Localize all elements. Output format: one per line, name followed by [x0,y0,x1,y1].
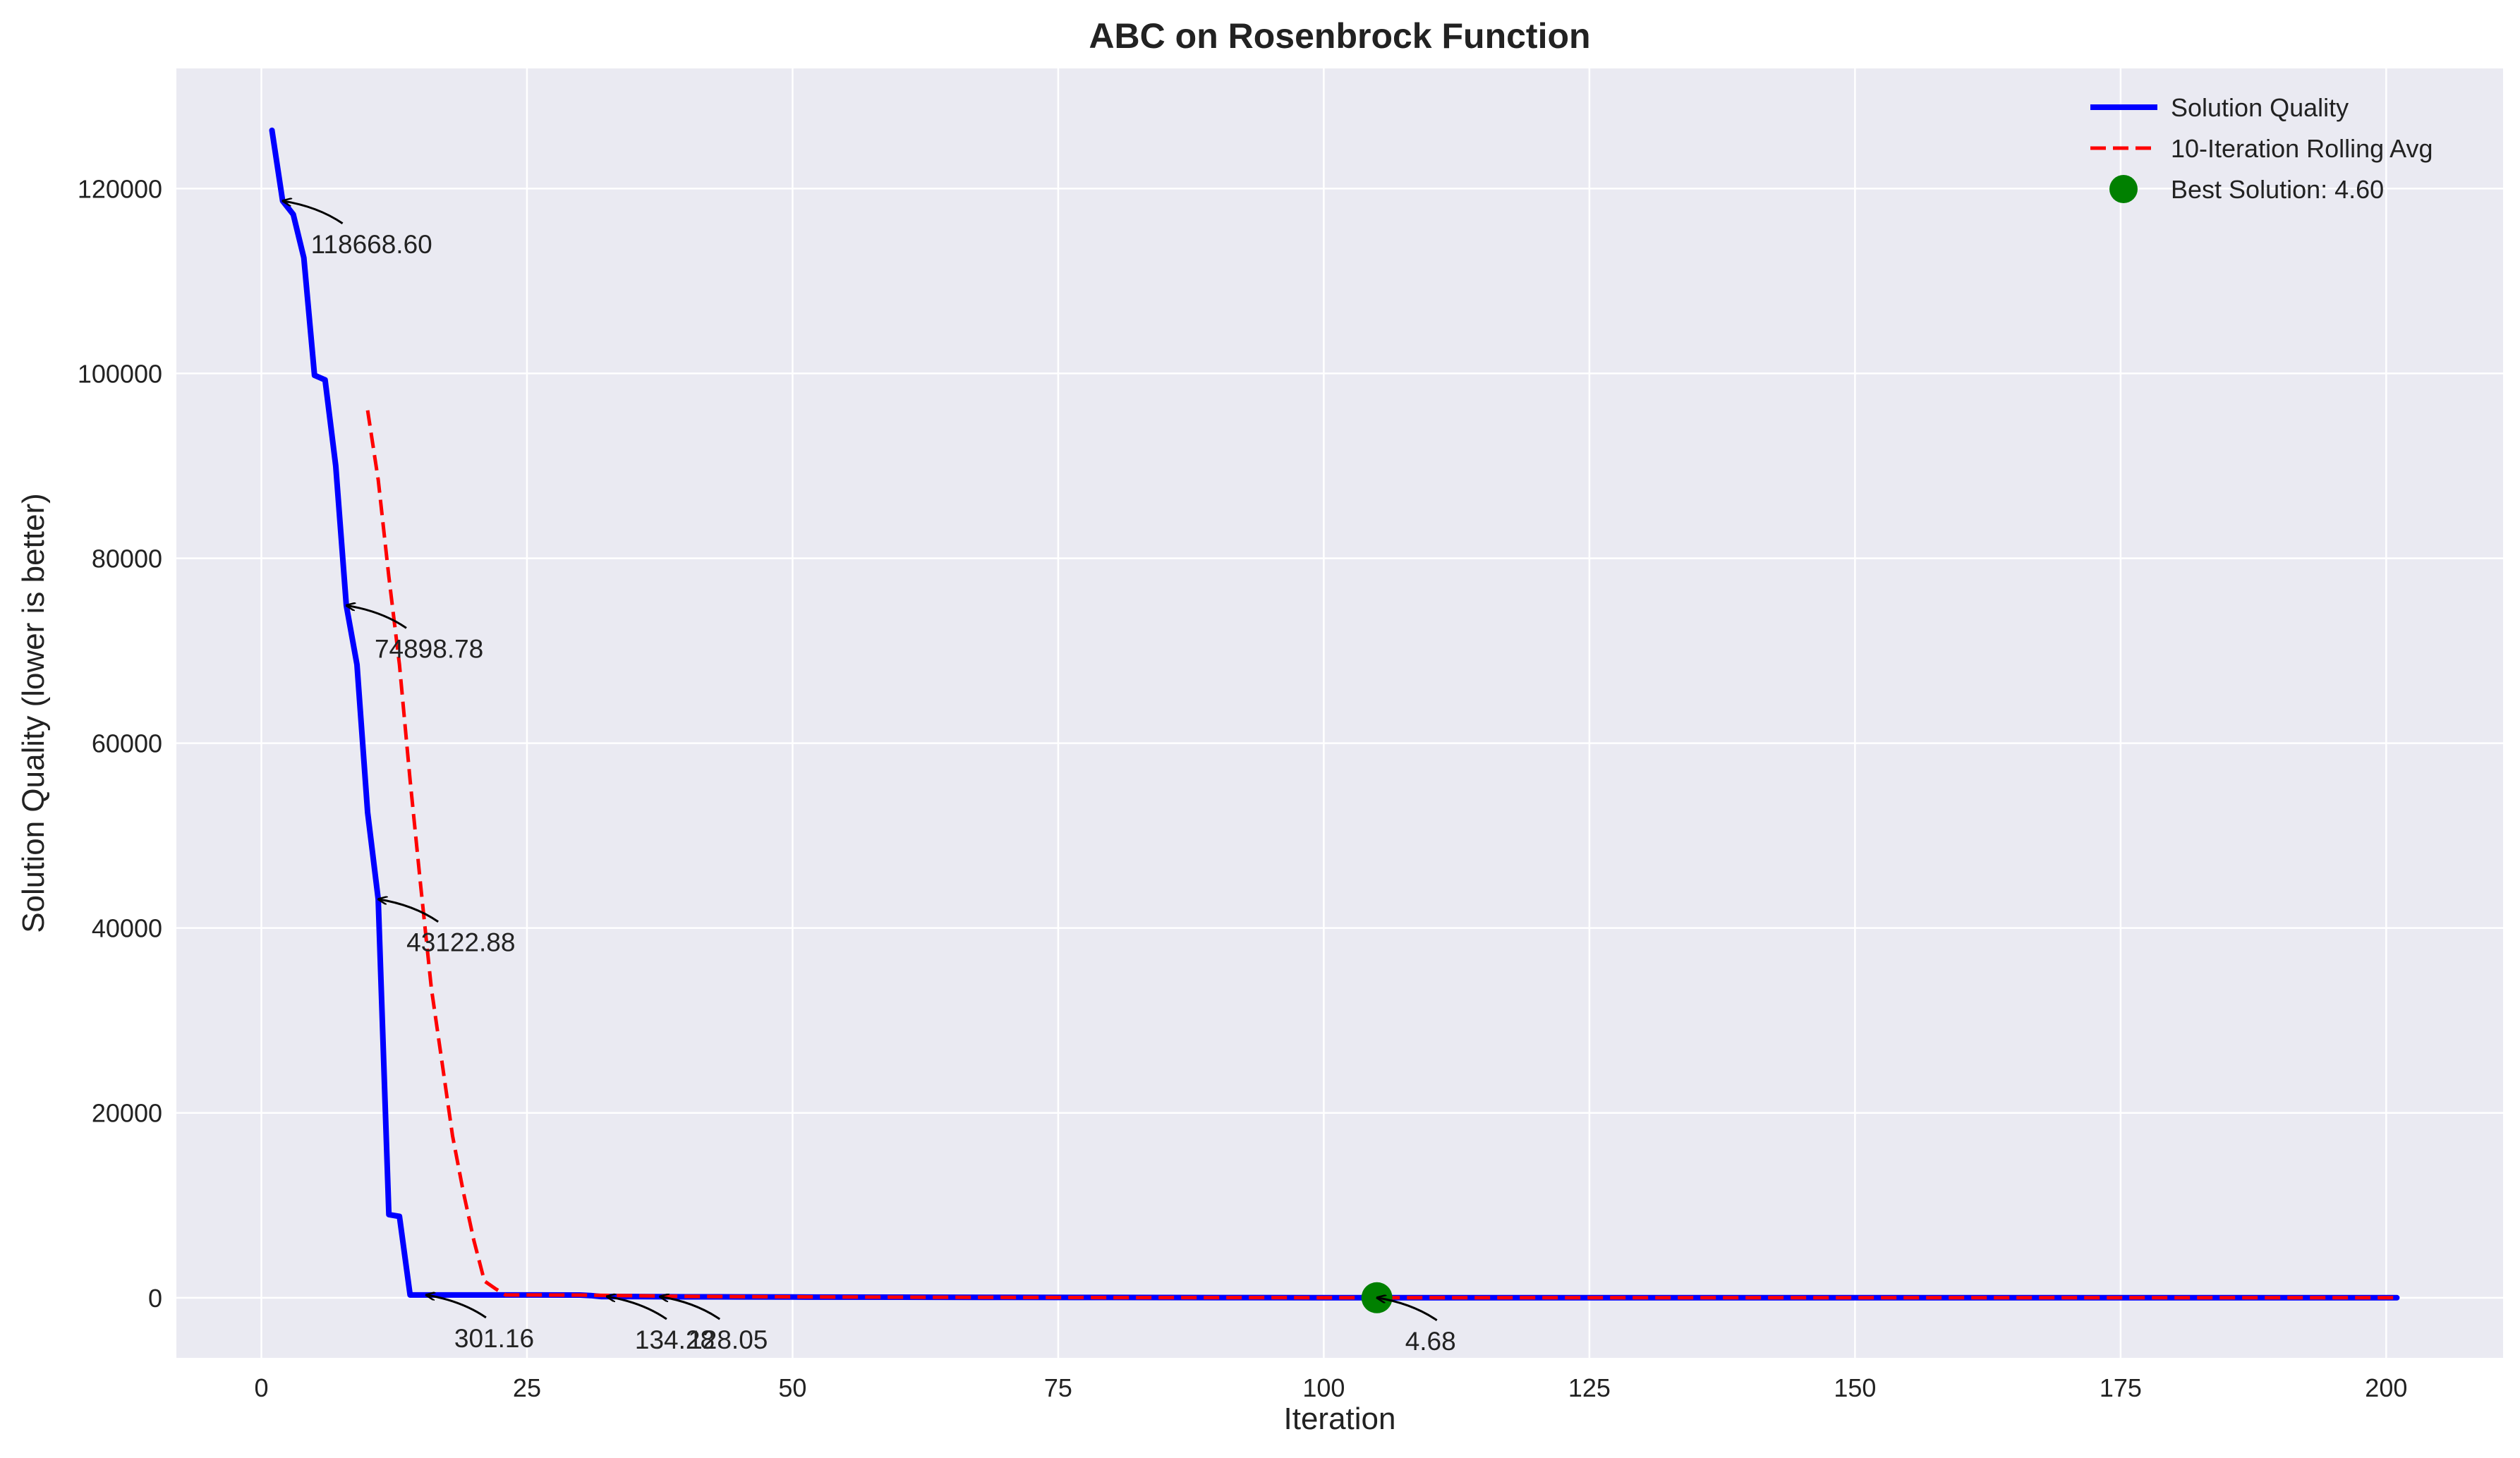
x-tick-label: 0 [254,1373,268,1402]
x-tick-label: 75 [1044,1373,1072,1402]
x-tick-label: 175 [2100,1373,2142,1402]
legend-label-rolling-avg: 10-Iteration Rolling Avg [2171,134,2433,163]
annotation-arrow [378,899,439,923]
annotation-label: 134.28 [635,1325,715,1354]
series-line-rolling-avg [365,410,2397,1300]
y-axis-label: Solution Quality (lower is better) [16,493,51,933]
x-tick-label: 25 [513,1373,541,1402]
y-tick-label: 100000 [78,359,162,388]
x-tick-label: 125 [1568,1373,1611,1402]
y-tick-label: 120000 [78,174,162,203]
annotation-arrow [660,1296,721,1320]
annotation-arrow [283,201,344,225]
annotation-label: 301.16 [454,1324,534,1353]
x-tick-label: 200 [2365,1373,2407,1402]
chart-title: ABC on Rosenbrock Function [1089,16,1590,56]
annotation-label: 118668.60 [311,230,432,259]
y-tick-label: 60000 [92,729,162,758]
annotation-arrow [426,1295,487,1319]
annotation-label: 43122.88 [406,928,515,957]
annotation-label: 128.05 [688,1325,768,1354]
x-tick-label: 100 [1302,1373,1345,1402]
legend-swatch-best-solution [2109,175,2138,203]
annotation-layer: 118668.60 74898.78 43122.88 301.16 134.28128… [283,201,1456,1356]
x-axis-label: Iteration [1284,1402,1396,1436]
annotation-label: 4.68 [1405,1327,1456,1356]
y-tick-label: 20000 [92,1099,162,1128]
x-tick-label: 50 [778,1373,806,1402]
y-tick-label: 40000 [92,914,162,943]
x-tick-label: 150 [1834,1373,1876,1402]
plot-area [176,68,2503,1358]
annotation-arrow [607,1296,667,1320]
legend-label-solution-quality: Solution Quality [2171,93,2349,122]
legend: Solution Quality 10-Iteration Rolling Av… [2090,93,2433,204]
y-tick-label: 0 [148,1284,162,1313]
tick-labels: 0 25 50 75 100 125 150 175 200 0 20000 40000 60000 80… [78,174,2408,1402]
y-tick-label: 80000 [92,545,162,573]
annotation-arrow [1377,1298,1438,1321]
legend-label-best-solution: Best Solution: 4.60 [2171,175,2384,204]
annotation-label: 74898.78 [375,634,483,663]
annotation-arrow [346,605,407,629]
